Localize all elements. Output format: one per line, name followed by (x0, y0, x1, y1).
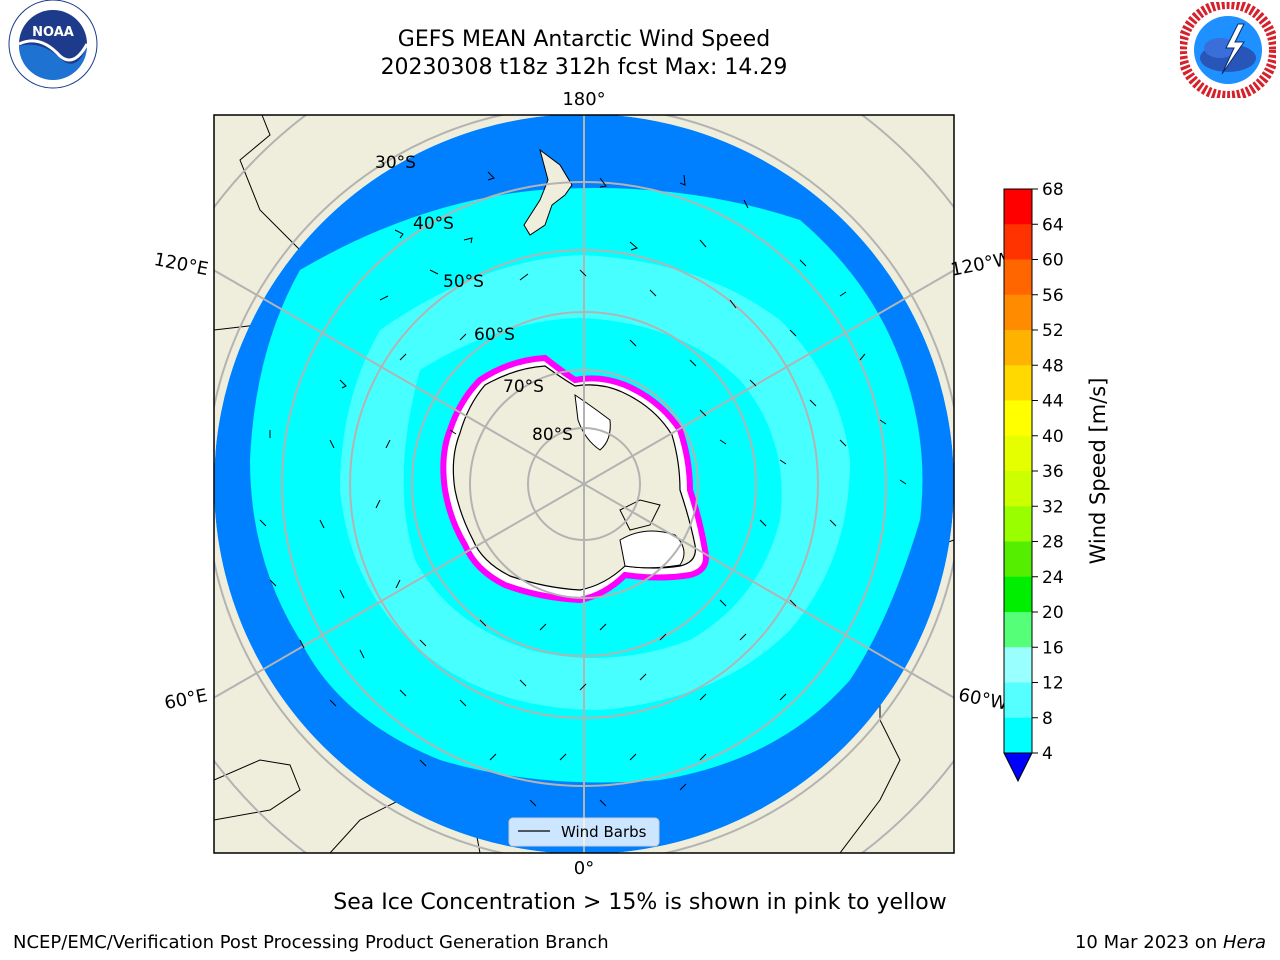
colorbar-band (1004, 259, 1032, 296)
lon-label-0: 0° (574, 858, 594, 879)
noaa-logo-text: NOAA (32, 25, 74, 40)
colorbar-tick-label: 24 (1042, 568, 1064, 588)
colorbar-tick-label: 4 (1042, 744, 1053, 764)
lat-label-60s: 60°S (474, 325, 515, 345)
colorbar-band (1004, 330, 1032, 366)
colorbar-tick-label: 52 (1042, 321, 1064, 341)
lat-label-40s: 40°S (413, 214, 454, 234)
chart-title: GEFS MEAN Antarctic Wind Speed (397, 27, 771, 52)
latitude-labels: 30°S 40°S 50°S 60°S 70°S 80°S (375, 153, 573, 445)
lon-label-60e: 60°E (163, 685, 209, 714)
footer-date-text: 10 Mar 2023 on (1074, 932, 1223, 953)
noaa-logo-icon: NOAA (8, 0, 98, 89)
colorbar-tick-label: 60 (1042, 251, 1064, 271)
footer-date: 10 Mar 2023 on Hera (1075, 932, 1266, 953)
colorbar-tick-label: 56 (1042, 286, 1064, 306)
colorbar-band (1004, 647, 1032, 683)
madagascar-land (214, 759, 301, 821)
colorbar-band (1004, 576, 1032, 613)
colorbar-tick-label: 20 (1042, 603, 1064, 623)
colorbar-tick-label: 36 (1042, 462, 1064, 482)
colorbar-band (1004, 189, 1032, 225)
wind-barbs (259, 171, 907, 807)
lat-label-70s: 70°S (503, 377, 544, 397)
colorbar-band (1004, 682, 1032, 719)
colorbar-band (1004, 612, 1032, 648)
colorbar-tick-label: 68 (1042, 180, 1064, 200)
colorbar-tick-label: 8 (1042, 709, 1053, 729)
colorbar-tick-label: 32 (1042, 497, 1064, 517)
colorbar-band (1004, 541, 1032, 578)
colorbar-band (1004, 400, 1032, 437)
colorbar: 68 64 60 56 52 48 44 40 36 32 28 24 20 16 12 8 4 Wind Sp… (1003, 180, 1110, 783)
lon-label-180: 180° (562, 89, 605, 110)
new-zealand-land (523, 148, 573, 236)
wind-barbs-legend: Wind Barbs (508, 817, 660, 847)
colorbar-tick-label: 44 (1042, 392, 1064, 412)
colorbar-band (1004, 506, 1032, 542)
nws-logo-icon (1180, 2, 1276, 98)
colorbar-label: Wind Speed [m/s] (1086, 378, 1110, 565)
longitude-graticule (214, 115, 954, 853)
lat-label-30s: 30°S (375, 153, 416, 173)
colorbar-extend-arrow (1003, 752, 1033, 783)
colorbar-tick-label: 28 (1042, 533, 1064, 553)
map-frame (213, 114, 955, 854)
colorbar-band (1004, 435, 1032, 472)
chart-subtitle: 20230308 t18z 312h fcst Max: 14.29 (380, 55, 788, 80)
colorbar-band (1004, 717, 1032, 754)
colorbar-band (1004, 365, 1032, 401)
lon-label-120e: 120°E (152, 249, 210, 280)
colorbar-tick-label: 12 (1042, 674, 1064, 694)
colorbar-band (1004, 471, 1032, 507)
footer-host: Hera (1222, 932, 1266, 953)
colorbar-band (1004, 294, 1032, 331)
colorbar-tick-label: 16 (1042, 638, 1064, 658)
legend-label: Wind Barbs (561, 823, 647, 841)
colorbar-ticks: 68 64 60 56 52 48 44 40 36 32 28 24 20 16 12 8 4 (1032, 180, 1064, 764)
colorbar-tick-label: 48 (1042, 356, 1064, 376)
lat-label-80s: 80°S (532, 425, 573, 445)
colorbar-tick-label: 40 (1042, 427, 1064, 447)
sea-ice-caption: Sea Ice Concentration > 15% is shown in … (333, 890, 947, 915)
colorbar-band (1004, 224, 1032, 260)
footer-credit: NCEP/EMC/Verification Post Processing Pr… (13, 932, 609, 953)
weddell-ice-shelf (619, 530, 685, 569)
colorbar-bands (1004, 189, 1032, 754)
lat-label-50s: 50°S (443, 272, 484, 292)
colorbar-tick-label: 64 (1042, 215, 1064, 235)
